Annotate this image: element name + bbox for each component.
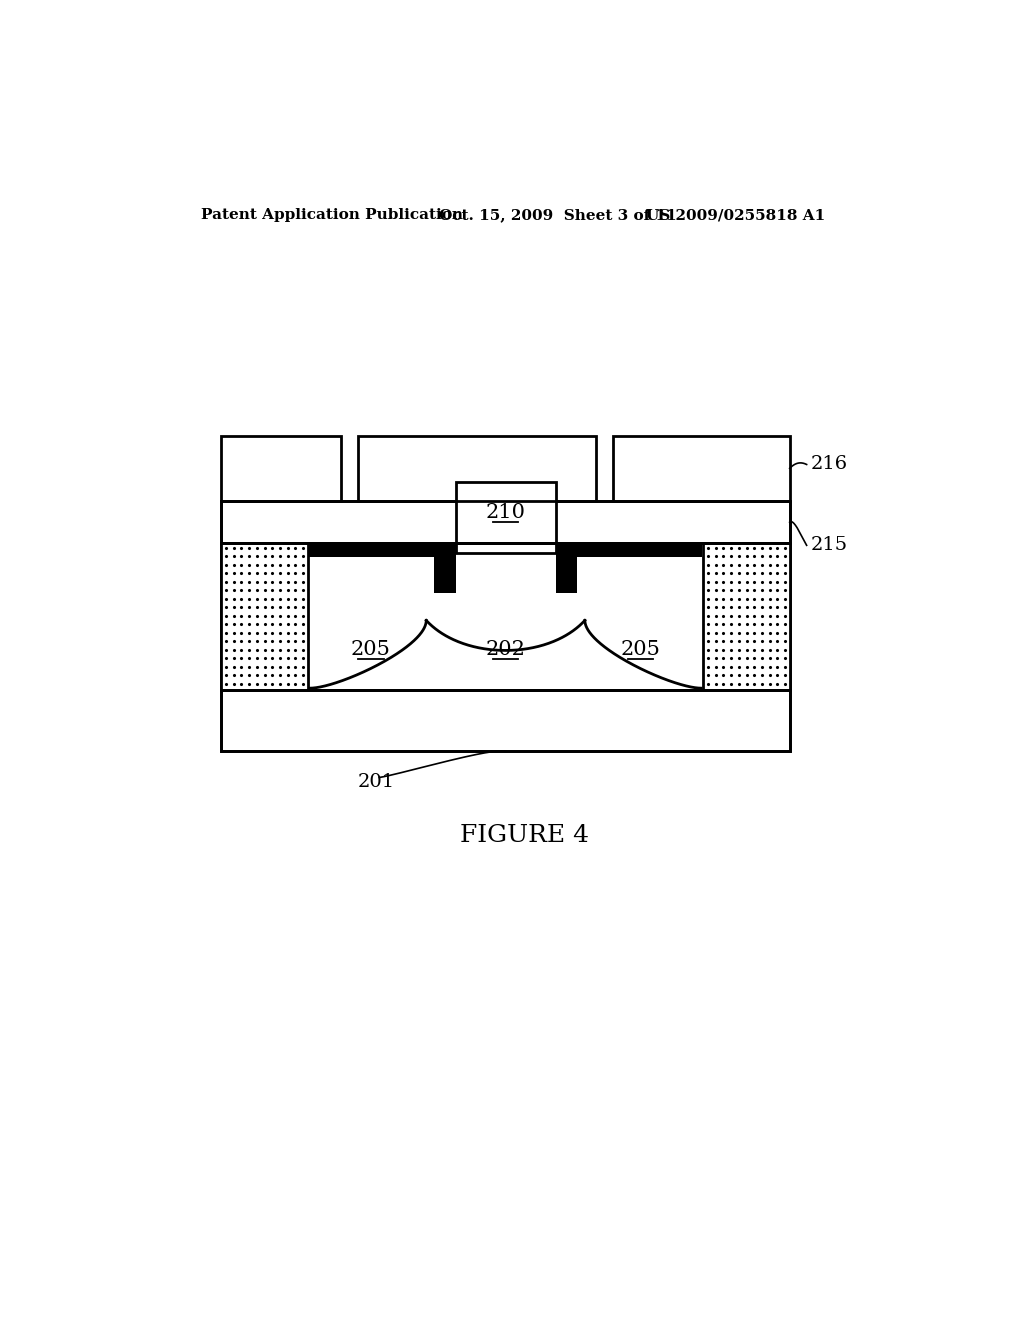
Text: 215: 215 [810,536,848,554]
Bar [221,436,341,502]
Text: 210: 210 [485,503,525,523]
Bar [703,544,790,689]
Bar [221,544,790,689]
Text: FIGURE 4: FIGURE 4 [461,825,589,847]
Text: Patent Application Publication: Patent Application Publication [202,209,464,223]
Bar [434,544,456,594]
Bar [613,436,790,502]
Text: US 2009/0255818 A1: US 2009/0255818 A1 [646,209,825,223]
Bar [556,544,578,594]
Bar [221,544,307,689]
Bar [357,436,596,502]
Bar [456,482,556,544]
Bar [221,502,790,544]
Text: 216: 216 [810,455,848,474]
Bar [221,689,790,751]
Bar [221,544,790,689]
Bar [309,544,434,557]
Text: 201: 201 [357,774,395,791]
Text: Oct. 15, 2009  Sheet 3 of 11: Oct. 15, 2009 Sheet 3 of 11 [438,209,676,223]
Text: 205: 205 [621,640,660,659]
Bar [221,689,790,751]
Bar [456,544,556,553]
Text: 205: 205 [351,640,391,659]
Bar [221,502,790,544]
Text: 202: 202 [485,640,525,659]
Bar [578,544,701,557]
